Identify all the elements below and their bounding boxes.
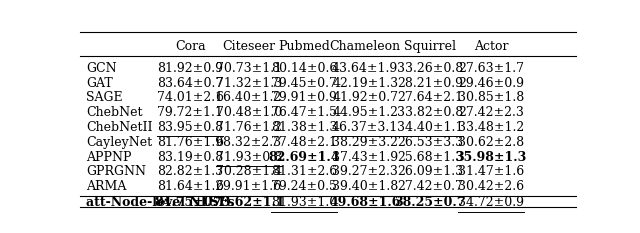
Text: 81.31±2.6: 81.31±2.6 bbox=[271, 165, 337, 178]
Text: 41.92±0.7: 41.92±0.7 bbox=[332, 91, 398, 104]
Text: 34.40±1.1: 34.40±1.1 bbox=[397, 121, 463, 134]
Text: 28.21±0.9: 28.21±0.9 bbox=[397, 77, 463, 90]
Text: 27.42±2.3: 27.42±2.3 bbox=[458, 106, 524, 119]
Text: 81.38±1.3: 81.38±1.3 bbox=[271, 121, 337, 134]
Text: ChebNetII: ChebNetII bbox=[86, 121, 153, 134]
Text: 81.93±1.0: 81.93±1.0 bbox=[271, 196, 337, 209]
Text: 71.93±0.8: 71.93±0.8 bbox=[216, 151, 282, 164]
Text: 25.68±1.3: 25.68±1.3 bbox=[397, 151, 463, 164]
Text: 34.72±0.9: 34.72±0.9 bbox=[458, 196, 524, 209]
Text: GAT: GAT bbox=[86, 77, 113, 90]
Text: 76.47±1.5: 76.47±1.5 bbox=[271, 106, 337, 119]
Text: Chameleon: Chameleon bbox=[330, 40, 401, 53]
Text: 70.48±1.0: 70.48±1.0 bbox=[216, 106, 282, 119]
Text: 81.64±1.2: 81.64±1.2 bbox=[157, 180, 223, 193]
Text: 79.91±0.9: 79.91±0.9 bbox=[271, 91, 337, 104]
Text: GPRGNN: GPRGNN bbox=[86, 165, 147, 178]
Text: 69.91±1.6: 69.91±1.6 bbox=[216, 180, 282, 193]
Text: GCN: GCN bbox=[86, 62, 117, 75]
Text: Pubmed: Pubmed bbox=[278, 40, 330, 53]
Text: 79.45±0.7: 79.45±0.7 bbox=[271, 77, 337, 90]
Text: Actor: Actor bbox=[474, 40, 508, 53]
Text: 81.92±0.9: 81.92±0.9 bbox=[157, 62, 223, 75]
Text: 39.40±1.8: 39.40±1.8 bbox=[332, 180, 398, 193]
Text: 83.64±0.7: 83.64±0.7 bbox=[157, 77, 223, 90]
Text: 35.98±1.3: 35.98±1.3 bbox=[456, 151, 527, 164]
Text: 27.42±0.7: 27.42±0.7 bbox=[397, 180, 463, 193]
Text: 31.47±1.6: 31.47±1.6 bbox=[458, 165, 524, 178]
Text: 84.75±0.7: 84.75±0.7 bbox=[154, 196, 226, 209]
Text: 46.37±3.1: 46.37±3.1 bbox=[332, 121, 398, 134]
Text: ChebNet: ChebNet bbox=[86, 106, 143, 119]
Text: 80.14±0.6: 80.14±0.6 bbox=[271, 62, 337, 75]
Text: 71.32±1.3: 71.32±1.3 bbox=[216, 77, 282, 90]
Text: 68.32±2.3: 68.32±2.3 bbox=[216, 136, 282, 149]
Text: 29.46±0.9: 29.46±0.9 bbox=[458, 77, 524, 90]
Text: 83.19±0.8: 83.19±0.8 bbox=[157, 151, 223, 164]
Text: APPNP: APPNP bbox=[86, 151, 132, 164]
Text: 74.01±2.1: 74.01±2.1 bbox=[157, 91, 223, 104]
Text: 37.43±1.9: 37.43±1.9 bbox=[332, 151, 398, 164]
Text: 30.42±2.6: 30.42±2.6 bbox=[458, 180, 524, 193]
Text: att-Node-level NLSFs: att-Node-level NLSFs bbox=[86, 196, 235, 209]
Text: 73.62±1.1: 73.62±1.1 bbox=[213, 196, 284, 209]
Text: 26.53±3.3: 26.53±3.3 bbox=[397, 136, 463, 149]
Text: CayleyNet: CayleyNet bbox=[86, 136, 152, 149]
Text: ARMA: ARMA bbox=[86, 180, 127, 193]
Text: 30.85±1.8: 30.85±1.8 bbox=[458, 91, 524, 104]
Text: 70.73±1.1: 70.73±1.1 bbox=[216, 62, 282, 75]
Text: 33.26±0.8: 33.26±0.8 bbox=[397, 62, 463, 75]
Text: 82.82±1.3: 82.82±1.3 bbox=[157, 165, 223, 178]
Text: Citeseer: Citeseer bbox=[222, 40, 275, 53]
Text: 38.29±3.2: 38.29±3.2 bbox=[332, 136, 398, 149]
Text: 27.64±2.1: 27.64±2.1 bbox=[397, 91, 463, 104]
Text: 44.95±1.2: 44.95±1.2 bbox=[332, 106, 398, 119]
Text: 33.82±0.8: 33.82±0.8 bbox=[397, 106, 463, 119]
Text: 49.68±1.6: 49.68±1.6 bbox=[330, 196, 401, 209]
Text: 79.72±1.1: 79.72±1.1 bbox=[157, 106, 223, 119]
Text: 33.48±1.2: 33.48±1.2 bbox=[458, 121, 524, 134]
Text: Cora: Cora bbox=[175, 40, 205, 53]
Text: 81.76±1.9: 81.76±1.9 bbox=[157, 136, 223, 149]
Text: 82.69±1.4: 82.69±1.4 bbox=[268, 151, 340, 164]
Text: SAGE: SAGE bbox=[86, 91, 123, 104]
Text: 30.62±2.8: 30.62±2.8 bbox=[458, 136, 524, 149]
Text: 71.76±1.2: 71.76±1.2 bbox=[216, 121, 282, 134]
Text: 79.24±0.5: 79.24±0.5 bbox=[271, 180, 337, 193]
Text: Squirrel: Squirrel bbox=[404, 40, 456, 53]
Text: 27.63±1.7: 27.63±1.7 bbox=[458, 62, 524, 75]
Text: 43.64±1.9: 43.64±1.9 bbox=[332, 62, 398, 75]
Text: 83.95±0.8: 83.95±0.8 bbox=[157, 121, 223, 134]
Text: 39.27±2.3: 39.27±2.3 bbox=[332, 165, 398, 178]
Text: 77.48±2.1: 77.48±2.1 bbox=[271, 136, 337, 149]
Text: 26.09±1.3: 26.09±1.3 bbox=[397, 165, 463, 178]
Text: 38.25±0.7: 38.25±0.7 bbox=[394, 196, 466, 209]
Text: 42.19±1.3: 42.19±1.3 bbox=[332, 77, 398, 90]
Text: 70.28±1.4: 70.28±1.4 bbox=[216, 165, 282, 178]
Text: 66.40±1.2: 66.40±1.2 bbox=[216, 91, 282, 104]
